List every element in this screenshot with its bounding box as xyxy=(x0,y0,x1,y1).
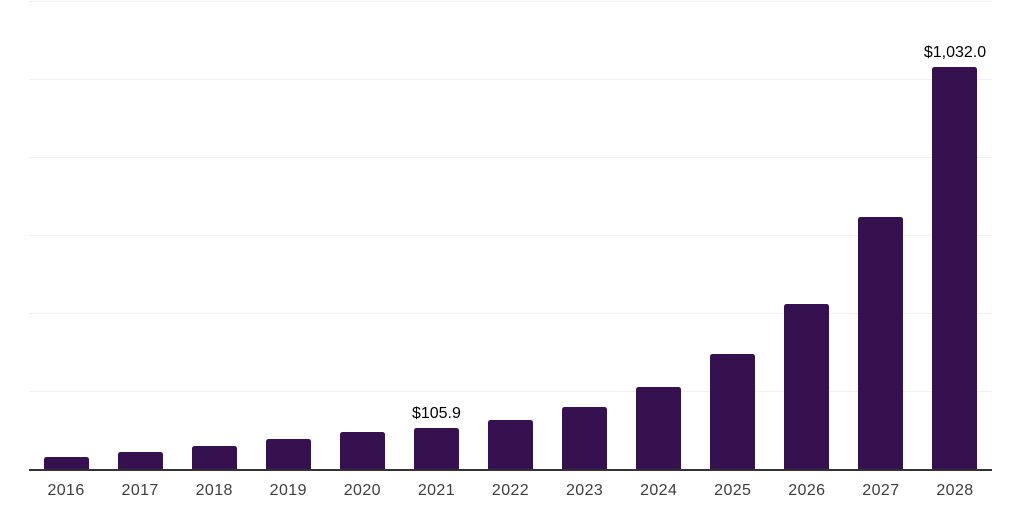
x-tick-2020: 2020 xyxy=(343,482,381,499)
bar-group-2017 xyxy=(103,1,177,469)
bar-group-2025 xyxy=(696,1,770,469)
x-tick-2018: 2018 xyxy=(195,482,233,499)
x-tick-2028: 2028 xyxy=(936,482,974,499)
x-tick-2022: 2022 xyxy=(491,482,530,499)
bar-2024 xyxy=(636,387,682,469)
bar-group-2024 xyxy=(622,1,696,469)
x-tick-2024: 2024 xyxy=(640,482,678,499)
x-tick-2023: 2023 xyxy=(565,482,604,499)
bar-2016 xyxy=(43,456,89,469)
bar-group-2016 xyxy=(29,1,103,469)
x-tick-2026: 2026 xyxy=(788,482,826,499)
x-tick-2016: 2016 xyxy=(47,482,85,499)
bars-container: $105.9 $1,032.0 xyxy=(29,1,992,469)
bar-2021 xyxy=(413,427,459,469)
bar-group-2028: $1,032.0 xyxy=(918,1,992,469)
bar-2026 xyxy=(784,304,830,469)
bar-group-2023 xyxy=(548,1,622,469)
bar-group-2026 xyxy=(770,1,844,469)
plot-area: $105.9 $1,032.0 xyxy=(29,0,992,471)
gridline-1000 xyxy=(29,78,992,80)
x-tick-2027: 2027 xyxy=(862,482,900,499)
x-tick-2025: 2025 xyxy=(714,482,752,499)
bar-group-2022 xyxy=(473,1,547,469)
data-label-2028: $1,032.0 xyxy=(923,43,987,61)
bar-group-2027 xyxy=(844,1,918,469)
bar-group-2021: $105.9 xyxy=(399,1,473,469)
bar-2028 xyxy=(932,66,978,469)
bar-2019 xyxy=(265,438,311,469)
bar-2023 xyxy=(562,406,608,469)
gridline-600 xyxy=(29,234,992,236)
bar-2020 xyxy=(339,431,385,469)
bar-2025 xyxy=(710,353,756,469)
x-tick-2021: 2021 xyxy=(417,482,456,499)
x-axis-labels: 2016 2017 2018 2019 2020 2021 2022 2023 2024 2025… xyxy=(29,482,992,500)
bar-2018 xyxy=(191,445,237,469)
data-label-2021: $105.9 xyxy=(411,404,461,422)
bar-2027 xyxy=(858,216,904,469)
gridline-400 xyxy=(29,312,992,314)
gridline-1200 xyxy=(29,0,992,2)
x-tick-2017: 2017 xyxy=(121,482,159,499)
bar-group-2019 xyxy=(251,1,325,469)
bar-group-2018 xyxy=(177,1,251,469)
x-tick-2019: 2019 xyxy=(269,482,307,499)
gridline-800 xyxy=(29,156,992,158)
bar-group-2020 xyxy=(325,1,399,469)
gridline-200 xyxy=(29,390,992,392)
bar-2022 xyxy=(488,420,533,469)
bar-2017 xyxy=(117,451,163,469)
